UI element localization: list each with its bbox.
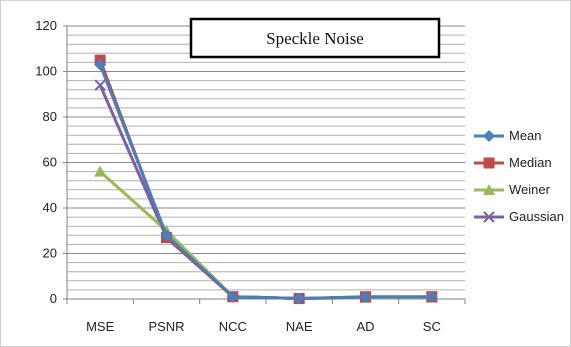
y-tick-label: 120 bbox=[35, 18, 57, 33]
x-tick-label: SC bbox=[423, 319, 441, 334]
x-tick-label: PSNR bbox=[148, 319, 184, 334]
series-line-mean bbox=[98, 64, 432, 301]
y-tick-label: 100 bbox=[35, 64, 57, 79]
x-tick-label: NAE bbox=[286, 319, 313, 334]
legend-marker bbox=[483, 184, 495, 195]
legend-marker bbox=[483, 130, 495, 142]
legend-item-median: Median bbox=[474, 155, 552, 170]
chart-title: Speckle Noise bbox=[266, 29, 364, 48]
y-tick-label: 20 bbox=[43, 246, 57, 261]
y-tick-label: 40 bbox=[43, 200, 57, 215]
y-tick-label: 80 bbox=[43, 109, 57, 124]
legend-label: Gaussian bbox=[509, 209, 564, 224]
legend-marker bbox=[483, 157, 495, 169]
data-point-gaussian bbox=[94, 79, 106, 91]
legend: Mean Median Weiner Gaussian bbox=[474, 128, 564, 224]
series-mean bbox=[94, 58, 438, 305]
x-tick-label: AD bbox=[356, 319, 374, 334]
legend-label: Mean bbox=[509, 128, 542, 143]
series-layer bbox=[94, 54, 438, 305]
axis-layer: 0 20 40 60 80 100 120 MSE PSNR NCC NAE AD SC bbox=[35, 18, 466, 334]
legend-marker bbox=[483, 211, 495, 223]
x-tick-label: MSE bbox=[86, 319, 115, 334]
legend-label: Median bbox=[509, 155, 552, 170]
y-tick-label: 60 bbox=[43, 155, 57, 170]
data-point-mean bbox=[94, 58, 107, 71]
x-tick-label: NCC bbox=[219, 319, 247, 334]
title-box: Speckle Noise bbox=[189, 17, 441, 59]
data-point-mean bbox=[359, 291, 372, 304]
data-point-mean bbox=[226, 290, 239, 303]
data-point-mean bbox=[425, 290, 438, 303]
title-frame bbox=[189, 17, 441, 59]
y-tick-label: 0 bbox=[50, 291, 57, 306]
data-point-weiner bbox=[94, 165, 107, 177]
data-point-mean bbox=[293, 292, 306, 305]
legend-item-gaussian: Gaussian bbox=[474, 209, 564, 224]
data-point-mean bbox=[160, 229, 173, 242]
legend-item-mean: Mean bbox=[474, 128, 542, 143]
legend-item-weiner: Weiner bbox=[474, 182, 551, 197]
legend-label: Weiner bbox=[509, 182, 551, 197]
